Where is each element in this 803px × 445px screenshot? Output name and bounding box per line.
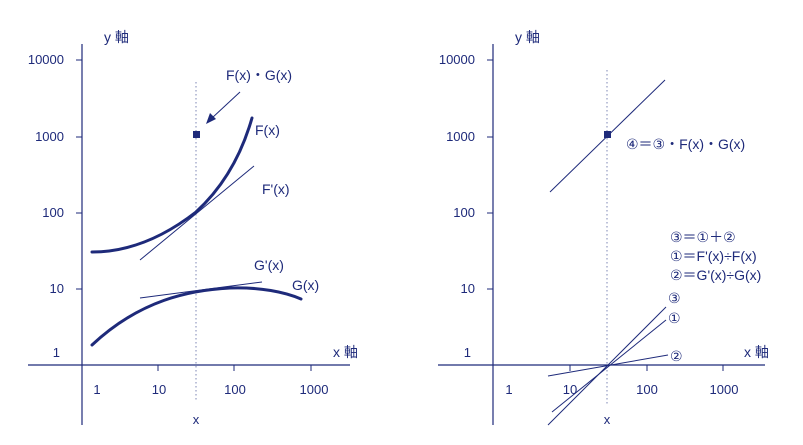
tangent-g-prime [139,281,263,299]
left-f-label: F(x) [255,122,280,138]
left-gprime-label: G'(x) [254,257,284,273]
right-y-tick-label-100: 100 [453,205,475,220]
left-y-tick-label-10: 10 [50,281,64,296]
left-product-arrow [211,91,241,119]
left-fprime-label: F'(x) [262,181,290,197]
left-y-tick-label-10000: 10000 [28,52,64,67]
right-y-tick-label-1: 1 [464,345,471,360]
left-product-arrowhead [206,113,216,124]
right-x-tick-label-1000: 1000 [710,382,739,397]
line-2 [547,354,669,377]
line-4-label: ④＝③・F(x)・G(x) [626,136,745,152]
line-2-label: ② [670,348,683,364]
right-x-axis-label: x 軸 [744,344,769,360]
right-panel: y 軸 x 軸 10000 1000 100 10 1 1 10 100 100… [438,29,769,427]
curve-g [90,286,303,347]
line-1-label: ① [668,310,681,326]
equation-1: ①＝F'(x)÷F(x) [670,248,757,264]
left-x-tick-label-100: 100 [224,382,246,397]
left-x-tick-label-1: 1 [93,382,100,397]
left-panel: y 軸 x 軸 10000 1000 100 10 1 1 10 100 100… [28,29,358,427]
right-x-tick-label-10: 10 [563,382,577,397]
tangent-f-prime [139,165,255,261]
left-x-tick-label-1000: 1000 [300,382,329,397]
right-x-marker: x [604,412,611,427]
right-y-tick-label-1000: 1000 [446,129,475,144]
left-g-label: G(x) [292,277,319,293]
curve-f [90,116,254,254]
right-y-tick-label-10: 10 [461,281,475,296]
equation-2: ②＝G'(x)÷G(x) [670,267,761,283]
left-y-tick-label-1000: 1000 [35,129,64,144]
left-y-tick-label-100: 100 [42,205,64,220]
right-x-tick-label-1: 1 [505,382,512,397]
left-y-tick-label-1: 1 [53,345,60,360]
right-product-point [604,131,611,138]
left-x-tick-label-10: 10 [152,382,166,397]
left-product-label: F(x)・G(x) [226,67,292,83]
right-x-tick-label-100: 100 [636,382,658,397]
line-3-label: ③ [668,290,681,306]
right-y-axis-label: y 軸 [515,29,540,45]
line-1 [551,319,667,413]
left-y-axis-label: y 軸 [104,29,129,45]
left-product-point [193,131,200,138]
right-y-tick-label-10000: 10000 [439,52,475,67]
left-x-axis-label: x 軸 [333,344,358,360]
left-x-marker: x [193,412,200,427]
equation-3: ③＝①＋② [670,229,736,245]
